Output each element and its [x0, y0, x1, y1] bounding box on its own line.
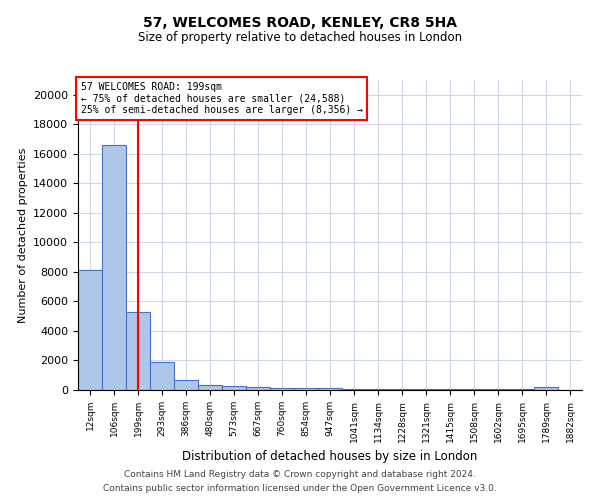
Bar [366, 388, 390, 390]
Bar [102, 145, 126, 390]
Bar [150, 362, 174, 390]
Bar [390, 389, 414, 390]
Text: Contains HM Land Registry data © Crown copyright and database right 2024.: Contains HM Land Registry data © Crown c… [124, 470, 476, 479]
Bar [270, 388, 294, 390]
Bar [174, 380, 198, 390]
Bar [126, 312, 150, 390]
Bar [198, 385, 222, 390]
Bar [438, 389, 462, 390]
Bar [78, 270, 102, 390]
Bar [414, 389, 438, 390]
Bar [486, 389, 510, 390]
Bar [294, 388, 318, 390]
Text: Size of property relative to detached houses in London: Size of property relative to detached ho… [138, 31, 462, 44]
Bar [342, 388, 366, 390]
Bar [534, 387, 558, 390]
X-axis label: Distribution of detached houses by size in London: Distribution of detached houses by size … [182, 450, 478, 463]
Text: 57, WELCOMES ROAD, KENLEY, CR8 5HA: 57, WELCOMES ROAD, KENLEY, CR8 5HA [143, 16, 457, 30]
Bar [246, 387, 270, 390]
Bar [462, 389, 486, 390]
Text: 57 WELCOMES ROAD: 199sqm
← 75% of detached houses are smaller (24,588)
25% of se: 57 WELCOMES ROAD: 199sqm ← 75% of detach… [80, 82, 362, 115]
Text: Contains public sector information licensed under the Open Government Licence v3: Contains public sector information licen… [103, 484, 497, 493]
Bar [222, 386, 246, 390]
Y-axis label: Number of detached properties: Number of detached properties [17, 148, 28, 322]
Bar [510, 389, 534, 390]
Bar [318, 388, 342, 390]
